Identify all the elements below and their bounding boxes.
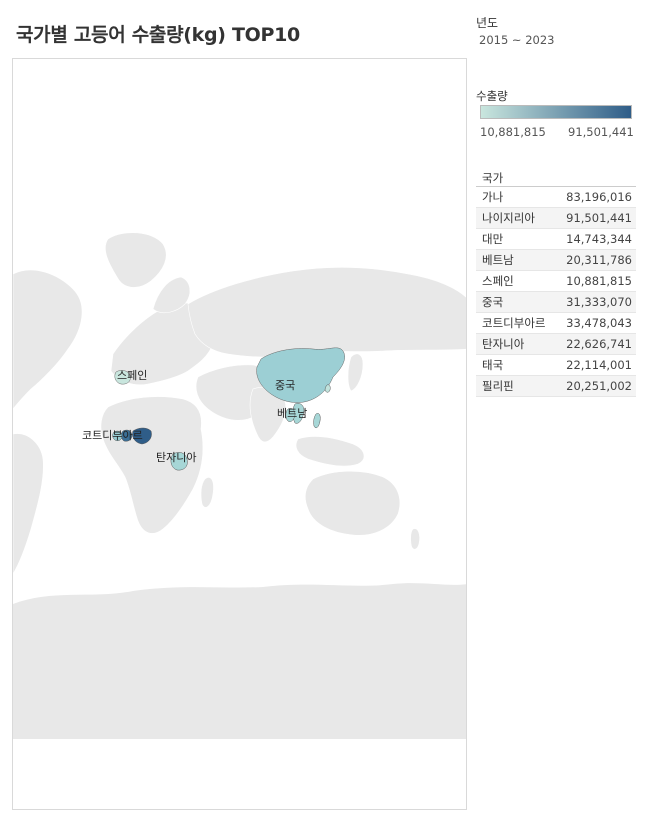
table-cell-country: 나이지리아 [482,211,535,225]
map-label-china: 중국 [275,379,295,392]
country-philippines[interactable] [313,413,321,429]
land-japan [347,353,364,392]
chart-title: 국가별 고등어 수출량(kg) TOP10 [16,24,300,46]
table-row[interactable]: 스페인 10,881,815 [476,271,636,292]
table-cell-country: 태국 [482,358,504,372]
land-antarctica [13,583,466,739]
table-cell-value: 20,311,786 [566,253,632,267]
land-greenland [105,232,167,288]
country-tanzania[interactable] [170,452,188,471]
legend-title: 수출량 [476,89,508,103]
country-spain[interactable] [114,370,131,385]
legend-max: 91,501,441 [568,125,634,139]
map-label-cote-divoire: 코트디부아르 [82,429,143,442]
table-cell-country: 탄자니아 [482,337,525,351]
table-row[interactable]: 코트디부아르 33,478,043 [476,313,636,334]
table-cell-value: 22,626,741 [566,337,632,351]
table-row[interactable]: 대만 14,743,344 [476,229,636,250]
table-cell-value: 20,251,002 [566,379,632,393]
land-new-zealand [410,528,420,550]
table-cell-value: 10,881,815 [566,274,632,288]
color-legend-bar [480,105,632,119]
land-scandinavia [152,276,191,314]
country-nigeria[interactable] [132,427,152,445]
table-cell-country: 중국 [482,295,504,309]
country-taiwan[interactable] [324,384,331,393]
table-cell-value: 14,743,344 [566,232,632,246]
table-cell-value: 31,333,070 [566,295,632,309]
land-russia [187,267,466,358]
filter-value[interactable]: 2015 ~ 2023 [479,33,555,47]
table-cell-value: 83,196,016 [566,190,632,204]
table-row[interactable]: 필리핀 20,251,002 [476,376,636,397]
table-cell-value: 33,478,043 [566,316,632,330]
table-row[interactable]: 가나 83,196,016 [476,187,636,208]
land-madagascar [200,477,214,508]
table-cell-country: 코트디부아르 [482,316,546,330]
table-row[interactable]: 탄자니아 22,626,741 [476,334,636,355]
table-cell-country: 베트남 [482,253,514,267]
land-australia [304,470,401,536]
country-cote-divoire[interactable] [112,430,123,442]
country-china[interactable] [256,347,345,403]
filter-title: 년도 [476,16,499,30]
country-table: 국가 가나 83,196,016 나이지리아 91,501,441 대만 14,743,3… [476,168,636,397]
world-map[interactable]: 스페인 중국 베트남 코트디부아르 탄자니아 [12,58,467,810]
table-row[interactable]: 중국 31,333,070 [476,292,636,313]
map-label-spain: 스페인 [117,369,147,382]
table-row[interactable]: 베트남 20,311,786 [476,250,636,271]
table-cell-value: 91,501,441 [566,211,632,225]
table-cell-country: 필리핀 [482,379,514,393]
map-svg[interactable]: 스페인 중국 베트남 코트디부아르 탄자니아 [13,59,467,810]
table-cell-value: 22,114,001 [566,358,632,372]
table-header: 국가 [476,168,636,187]
map-label-vietnam: 베트남 [277,407,307,420]
table-row[interactable]: 태국 22,114,001 [476,355,636,376]
map-label-tanzania: 탄자니아 [156,451,196,464]
country-thailand[interactable] [285,408,296,422]
table-row[interactable]: 나이지리아 91,501,441 [476,208,636,229]
table-cell-country: 대만 [482,232,504,246]
table-cell-country: 스페인 [482,274,514,288]
land-south-america [13,433,44,575]
table-cell-country: 가나 [482,190,504,204]
land-north-america [13,269,83,410]
land-indonesia [295,436,365,467]
legend-min: 10,881,815 [480,125,546,139]
